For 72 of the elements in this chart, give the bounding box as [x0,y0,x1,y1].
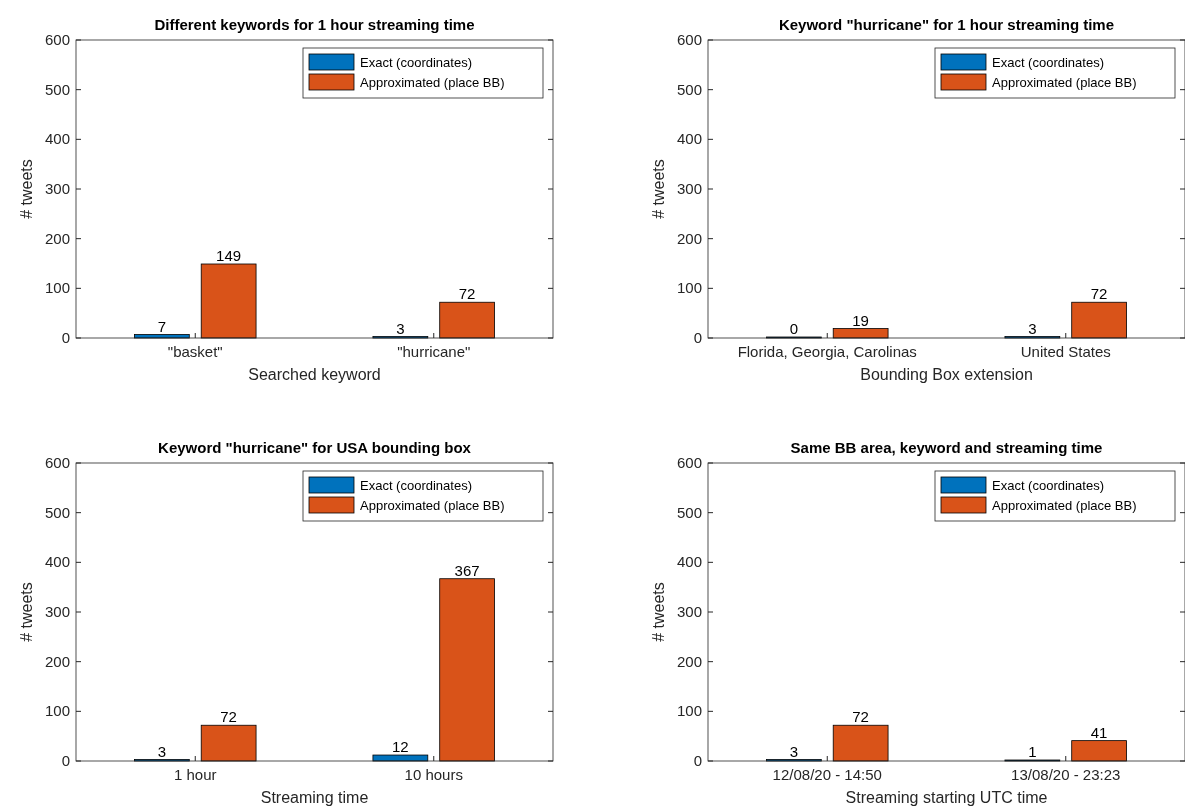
x-tick-label: United States [1020,343,1111,360]
x-tick-label: "hurricane" [397,343,471,360]
y-tick-label: 500 [676,80,702,98]
y-tick-label: 0 [693,752,702,769]
y-tick-label: 0 [693,329,702,346]
legend-label: Exact (coordinates) [360,478,472,493]
legend-label: Approximated (place BB) [360,498,505,513]
legend-label: Approximated (place BB) [360,75,505,90]
y-tick-label: 300 [676,180,702,197]
y-axis-title: # tweets [650,582,667,642]
y-tick-label: 300 [676,603,702,620]
legend-label: Exact (coordinates) [360,55,472,70]
data-label: 367 [454,561,480,579]
y-axis-title: # tweets [18,159,35,219]
y-tick-label: 300 [44,603,70,620]
y-axis-title: # tweets [18,582,35,642]
data-label: 72 [458,285,476,303]
y-tick-label: 500 [44,503,70,521]
chart-title: Same BB area, keyword and streaming time [790,439,1103,456]
y-tick-label: 200 [44,229,70,247]
y-tick-label: 200 [676,652,702,670]
y-axis-title: # tweets [650,159,667,219]
x-tick-label: 10 hours [404,766,463,783]
y-tick-label: 0 [61,752,70,769]
x-tick-label: "basket" [167,343,223,360]
y-tick-label: 100 [676,702,702,720]
legend-label: Exact (coordinates) [992,55,1104,70]
data-label: 3 [157,742,167,760]
x-axis-title: Streaming time [260,789,369,806]
data-label: 12 [392,738,409,756]
x-axis-title: Streaming starting UTC time [845,789,1048,806]
data-label: 72 [1090,285,1108,303]
x-axis-title: Bounding Box extension [860,366,1033,383]
data-label: 41 [1090,723,1108,741]
y-tick-label: 600 [44,454,70,471]
data-label: 72 [220,708,237,726]
legend-label: Exact (coordinates) [992,478,1104,493]
data-label: 3 [789,742,799,760]
y-tick-label: 100 [44,702,70,720]
data-label: 3 [396,319,405,337]
y-tick-label: 500 [44,80,70,98]
data-label: 1 [1028,743,1037,760]
x-tick-label: 1 hour [173,766,217,783]
y-tick-label: 100 [44,279,70,297]
y-tick-label: 0 [61,329,70,346]
chart-title: Keyword "hurricane" for USA bounding box [158,439,472,456]
x-tick-label: 13/08/20 - 23:23 [1011,766,1121,783]
data-label: 72 [852,708,869,726]
y-tick-label: 100 [676,279,702,297]
y-tick-label: 400 [44,130,70,148]
y-tick-label: 300 [44,180,70,197]
chart-title: Different keywords for 1 hour streaming time [154,16,475,33]
x-axis-title: Searched keyword [248,366,381,383]
data-label: 149 [216,247,242,264]
y-tick-label: 400 [676,130,702,148]
data-label: 3 [1028,319,1037,337]
y-tick-label: 200 [44,652,70,670]
x-tick-label: Florida, Georgia, Carolinas [737,343,917,360]
chart-title: Keyword "hurricane" for 1 hour streaming time [778,16,1115,33]
y-tick-label: 600 [676,31,702,48]
data-label: 0 [789,320,799,337]
y-tick-label: 400 [44,553,70,571]
legend-label: Approximated (place BB) [992,75,1137,90]
y-tick-label: 200 [676,229,702,247]
y-tick-label: 600 [676,454,702,471]
y-tick-label: 600 [44,31,70,48]
data-label: 7 [157,317,167,335]
data-label: 19 [852,311,869,329]
x-tick-label: 12/08/20 - 14:50 [772,766,882,783]
y-tick-label: 400 [676,553,702,571]
y-tick-label: 500 [676,503,702,521]
legend-label: Approximated (place BB) [992,498,1137,513]
